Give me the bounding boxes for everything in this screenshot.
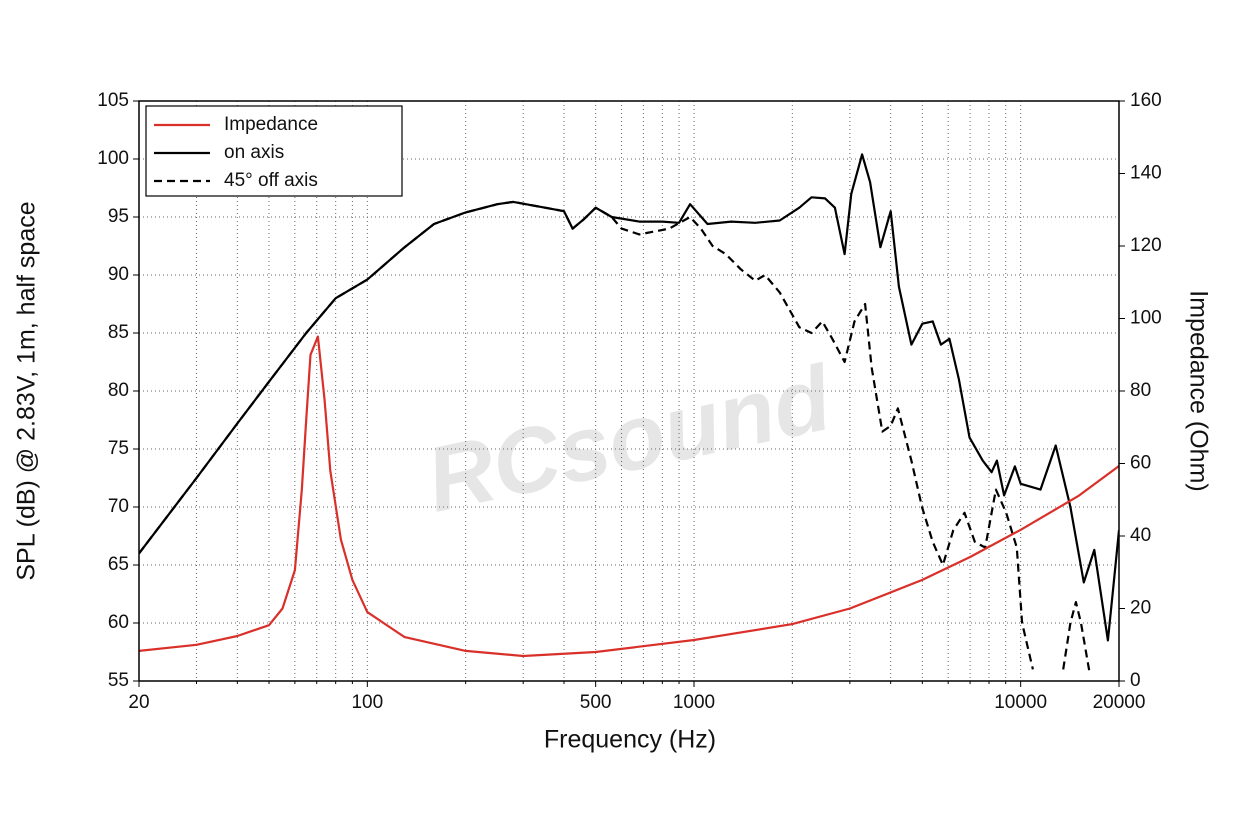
y-tick-label: 105: [97, 90, 129, 111]
x-tick-label: 20000: [1093, 692, 1146, 713]
y2-tick-label: 120: [1130, 235, 1162, 256]
y2-tick-label: 100: [1130, 308, 1162, 329]
y2-tick-label: 60: [1130, 453, 1151, 474]
x-axis-label: Frequency (Hz): [544, 726, 716, 754]
y-tick-label: 80: [108, 380, 129, 401]
x-tick-label: 20: [128, 692, 149, 713]
legend-label: Impedance: [224, 114, 318, 135]
y2-tick-label: 40: [1130, 525, 1151, 546]
series-line: [139, 200, 1092, 676]
y-tick-label: 90: [108, 264, 129, 285]
y-tick-label: 100: [97, 148, 129, 169]
y-tick-label: 70: [108, 496, 129, 517]
series-line: [139, 335, 1119, 658]
x-tick-label: 1000: [673, 692, 715, 713]
y-tick-label: 75: [108, 438, 129, 459]
legend-box: [145, 105, 403, 197]
y2-tick-label: 20: [1130, 598, 1151, 619]
y-axis-label: SPL (dB) @ 2.83V, 1m, half space: [13, 201, 41, 580]
y-tick-label: 55: [108, 670, 129, 691]
y2-tick-label: 160: [1130, 90, 1162, 111]
y-tick-label: 60: [108, 612, 129, 633]
y-tick-label: 85: [108, 322, 129, 343]
x-tick-label: 100: [351, 692, 383, 713]
y2-tick-label: 0: [1130, 670, 1141, 691]
legend-label: on axis: [224, 142, 284, 163]
y2-tick-label: 140: [1130, 163, 1162, 184]
x-tick-label: 10000: [994, 692, 1047, 713]
x-tick-label: 500: [580, 692, 612, 713]
legend-label: 45° off axis: [224, 170, 318, 191]
y-tick-label: 95: [108, 206, 129, 227]
y-tick-label: 65: [108, 554, 129, 575]
y2-tick-label: 80: [1130, 380, 1151, 401]
plot-frame: [138, 100, 1120, 682]
y2-axis-label: Impedance (Ohm): [1184, 290, 1212, 491]
